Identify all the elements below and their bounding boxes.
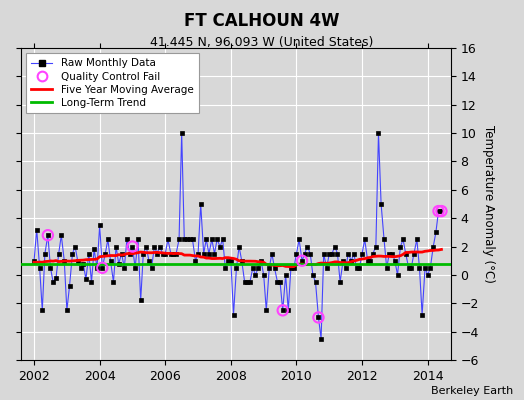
Text: 41.445 N, 96.093 W (United States): 41.445 N, 96.093 W (United States) <box>150 36 374 49</box>
Y-axis label: Temperature Anomaly (°C): Temperature Anomaly (°C) <box>483 125 495 283</box>
Point <box>43 232 52 238</box>
Text: FT CALHOUN 4W: FT CALHOUN 4W <box>184 12 340 30</box>
Point <box>128 243 137 250</box>
Point <box>437 208 445 214</box>
Legend: Raw Monthly Data, Quality Control Fail, Five Year Moving Average, Long-Term Tren: Raw Monthly Data, Quality Control Fail, … <box>26 53 199 113</box>
Point <box>279 307 287 314</box>
Text: Berkeley Earth: Berkeley Earth <box>431 386 514 396</box>
Point <box>298 258 306 264</box>
Point <box>98 265 106 271</box>
Point <box>314 314 323 321</box>
Point <box>434 208 443 214</box>
